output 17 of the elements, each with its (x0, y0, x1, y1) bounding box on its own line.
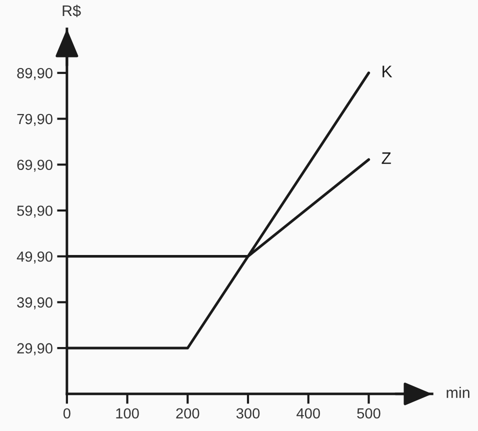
x-tick-label: 500 (357, 408, 380, 419)
y-tick-label: 89,90 (17, 68, 52, 80)
y-tick-label: 59,90 (17, 206, 52, 218)
y-axis-title: R$ (62, 4, 81, 18)
x-tick-label: 0 (63, 408, 70, 419)
series-label: Z (382, 152, 391, 164)
x-axis-title: min (446, 386, 470, 398)
x-tick-label: 400 (296, 408, 320, 419)
series-label: K (382, 66, 392, 78)
x-tick-label: 200 (176, 408, 200, 419)
y-tick-label: 39,90 (17, 297, 52, 310)
x-tick-label: 100 (116, 408, 139, 419)
y-tick-label: 29,90 (17, 343, 52, 356)
y-tick-label: 79,90 (17, 114, 52, 126)
y-tick-label: 69,90 (17, 160, 52, 172)
x-tick-label: 300 (236, 408, 260, 419)
y-tick-label: 49,90 (16, 251, 52, 264)
